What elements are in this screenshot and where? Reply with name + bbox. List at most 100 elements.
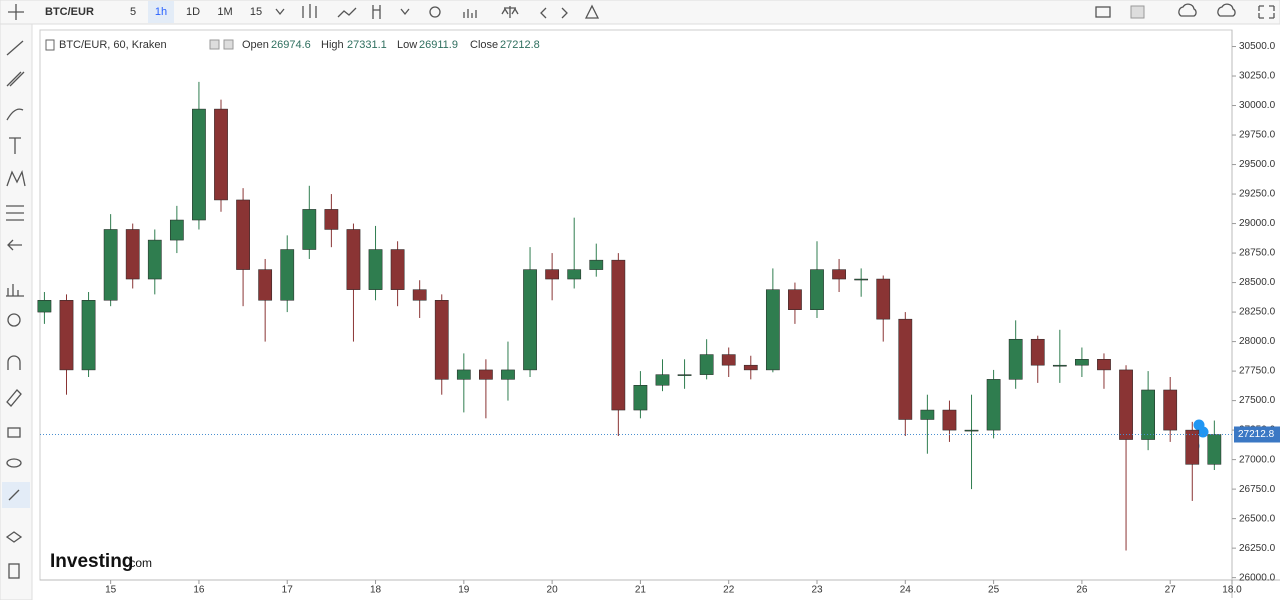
fib-tool[interactable] <box>6 205 24 221</box>
candle-body <box>390 249 405 290</box>
x-tick-label: 25 <box>988 585 1000 596</box>
x-tick-label: 24 <box>900 585 912 596</box>
cloud-save-icon[interactable] <box>1217 3 1236 17</box>
draw-mode-tool[interactable] <box>6 389 22 407</box>
candle-body <box>302 209 317 250</box>
candle-body <box>876 278 891 320</box>
y-tick-label: 27000.0 <box>1239 454 1276 465</box>
candle-body <box>214 108 228 201</box>
zoom-tool[interactable] <box>7 313 21 327</box>
candle-body <box>412 289 427 301</box>
undo-icon[interactable] <box>540 7 547 19</box>
candle-body <box>479 369 493 380</box>
candle-body <box>1163 389 1178 431</box>
dropdown-icon[interactable] <box>400 8 410 16</box>
legend-button[interactable] <box>209 39 220 50</box>
interval-button[interactable]: 5 <box>130 6 136 18</box>
candle-body <box>788 289 802 310</box>
cloud-load-icon[interactable] <box>1178 3 1197 17</box>
legend-open-label: Open <box>242 39 269 51</box>
trendline-tool[interactable] <box>6 40 24 56</box>
measure-tool[interactable] <box>6 284 24 297</box>
y-tick-label: 29250.0 <box>1239 189 1276 200</box>
candle-body <box>59 300 74 371</box>
candle-body <box>456 369 471 380</box>
interval-active-bg <box>148 1 174 23</box>
candle-body <box>655 374 670 386</box>
candle-body <box>611 259 626 411</box>
interval-button[interactable]: 1h <box>155 6 167 18</box>
candle-body <box>501 369 515 380</box>
color-icon[interactable] <box>1130 5 1145 19</box>
x-tick-label: 15 <box>105 585 117 596</box>
candle-style-icon[interactable] <box>302 4 317 18</box>
y-tick-label: 26250.0 <box>1239 543 1276 554</box>
candle-body <box>346 229 361 290</box>
candle-body <box>1008 338 1023 380</box>
y-tick-label: 29000.0 <box>1239 218 1276 229</box>
lock-tool[interactable] <box>7 427 21 438</box>
candle-body <box>192 108 206 221</box>
candle-body <box>434 300 449 380</box>
x-tick-label: 16 <box>193 585 205 596</box>
crosshair-tool[interactable] <box>8 4 24 20</box>
legend-high: 27331.1 <box>347 39 387 51</box>
y-tick-label: 30000.0 <box>1239 100 1276 111</box>
legend-close: 27212.8 <box>500 39 540 51</box>
magnet-tool[interactable] <box>7 355 21 370</box>
x-tick-label: 18.0 <box>1222 585 1242 596</box>
candle-body <box>743 364 758 371</box>
y-tick-label: 26000.0 <box>1239 572 1276 583</box>
candle-body <box>832 269 846 280</box>
back-tool[interactable] <box>7 239 22 251</box>
link-tool[interactable] <box>8 489 20 501</box>
y-tick-label: 28000.0 <box>1239 336 1276 347</box>
candle-body <box>280 249 295 301</box>
legend-symbol: BTC/EUR, 60, Kraken <box>59 39 167 51</box>
dropdown-icon[interactable] <box>275 8 285 16</box>
candle-body <box>986 379 1001 431</box>
text-tool[interactable] <box>9 137 21 154</box>
indicators-icon[interactable] <box>372 5 381 19</box>
y-tick-label: 28750.0 <box>1239 248 1276 259</box>
area-style-icon[interactable] <box>337 7 357 18</box>
screenshot-icon[interactable] <box>1095 6 1111 18</box>
candle-body <box>169 219 184 241</box>
candle-body <box>633 385 648 411</box>
candle-body <box>677 374 692 376</box>
x-tick-label: 26 <box>1076 585 1088 596</box>
candle-body <box>81 300 96 371</box>
candle-body <box>1119 369 1133 440</box>
collapse-icon[interactable] <box>45 39 55 51</box>
x-tick-label: 20 <box>547 585 559 596</box>
candle-body <box>942 409 957 431</box>
symbol[interactable]: BTC/EUR <box>45 6 94 18</box>
interval-button[interactable]: 1D <box>186 6 200 18</box>
candle-body <box>1052 364 1067 367</box>
legend-button[interactable] <box>223 39 234 50</box>
scale-icon[interactable] <box>501 6 519 18</box>
redo-icon[interactable] <box>561 7 568 19</box>
compare-icon[interactable] <box>463 9 477 18</box>
fullscreen-icon[interactable] <box>1258 5 1275 19</box>
candle-body <box>147 239 162 280</box>
brush-tool[interactable] <box>6 108 24 121</box>
alert-icon[interactable] <box>584 4 600 19</box>
candle-body <box>1030 338 1045 366</box>
interval-button[interactable]: 1M <box>217 6 232 18</box>
pitchfork-tool[interactable] <box>6 71 25 87</box>
candle-body <box>699 354 714 375</box>
pattern-tool[interactable] <box>6 170 26 187</box>
trash-tool[interactable] <box>8 563 20 579</box>
logo-suffix: .com <box>126 556 152 570</box>
candle-body <box>545 269 559 280</box>
interval-button[interactable]: 15 <box>250 6 262 18</box>
trade-marker[interactable] <box>1197 426 1209 438</box>
candle-body <box>1207 434 1222 465</box>
legend-high-label: High <box>321 39 344 51</box>
visibility-tool[interactable] <box>6 458 22 468</box>
settings-icon[interactable] <box>429 6 441 18</box>
layers-tool[interactable] <box>5 531 23 543</box>
